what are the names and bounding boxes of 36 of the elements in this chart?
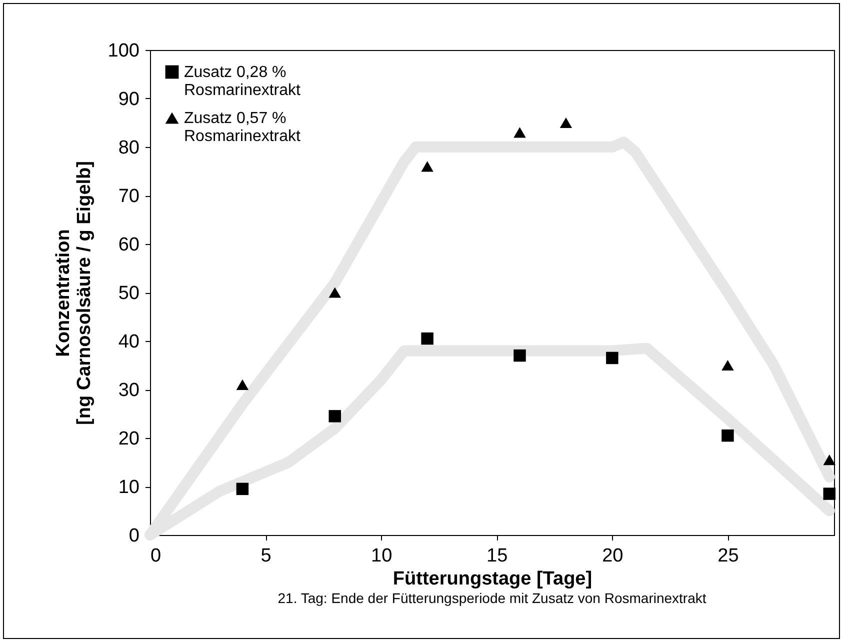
point xyxy=(328,410,341,422)
point xyxy=(722,360,734,371)
y-tick-label: 70 xyxy=(118,186,140,207)
y-tick-label: 100 xyxy=(108,40,140,62)
point xyxy=(328,287,341,298)
x-tick-label: 0 xyxy=(150,546,162,566)
x-tick-label: 10 xyxy=(371,546,392,566)
x-tick-label: 5 xyxy=(260,546,272,566)
text: 21. Tag: Ende der Fütterungsperiode mit Zusatz von Rosmarinextrakt xyxy=(278,590,706,606)
y-tick-label: 50 xyxy=(118,283,140,304)
y-tick-label: 60 xyxy=(118,234,140,256)
y-tick-label: 90 xyxy=(118,89,140,110)
point xyxy=(236,482,249,496)
y-tick-label: 80 xyxy=(118,138,140,158)
point xyxy=(606,352,618,364)
legend-label: Zusatz 0,28 % Rosmarinextrakt xyxy=(184,64,302,99)
point xyxy=(560,117,572,128)
x-tick-label: 20 xyxy=(602,546,624,566)
y-tick-label: 40 xyxy=(118,332,140,352)
x-tick-label: 15 xyxy=(486,546,508,566)
legend-label: Zusatz 0,57 % Rosmarinextrakt xyxy=(184,110,302,145)
point xyxy=(421,161,434,172)
point xyxy=(823,454,836,466)
y-tick-label: 20 xyxy=(118,428,140,450)
point xyxy=(514,349,526,362)
x-tick-label: 25 xyxy=(718,546,739,566)
y-tick-label: 10 xyxy=(118,477,140,498)
x-axis-title: Fütterungstage [Tage] xyxy=(392,568,592,590)
point xyxy=(236,379,249,390)
y-tick-label: 0 xyxy=(128,526,140,546)
point xyxy=(514,127,526,138)
point xyxy=(722,429,734,442)
point xyxy=(421,332,434,345)
y-axis-title: Konzentration [ng Carnosolsäure / g Eigelb] xyxy=(52,161,95,425)
point xyxy=(823,488,836,500)
y-tick-label: 30 xyxy=(118,380,140,401)
